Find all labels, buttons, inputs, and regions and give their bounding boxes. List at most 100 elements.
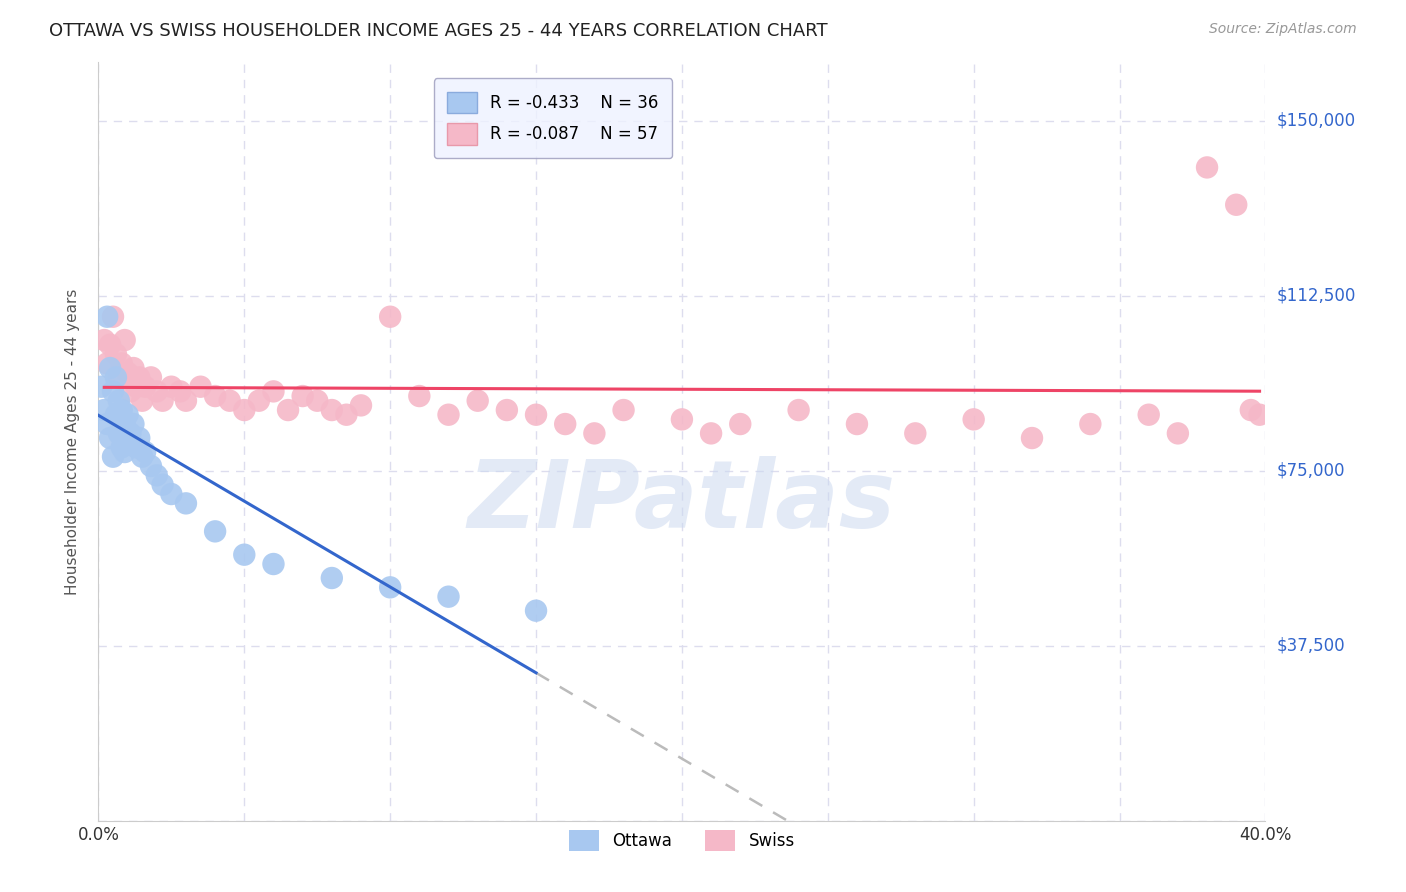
- Point: [114, 333, 136, 347]
- Point: [437, 590, 460, 604]
- Point: [152, 393, 174, 408]
- Point: [321, 571, 343, 585]
- Point: [262, 384, 284, 399]
- Point: [291, 389, 314, 403]
- Point: [134, 380, 156, 394]
- Point: [408, 389, 430, 403]
- Point: [204, 389, 226, 403]
- Point: [125, 441, 148, 455]
- Point: [846, 417, 869, 431]
- Point: [247, 393, 270, 408]
- Point: [111, 403, 134, 417]
- Point: [1240, 403, 1263, 417]
- Point: [904, 426, 927, 441]
- Point: [108, 393, 131, 408]
- Point: [218, 393, 240, 408]
- Point: [524, 408, 547, 422]
- Point: [160, 380, 183, 394]
- Point: [134, 445, 156, 459]
- Point: [96, 356, 118, 370]
- Point: [554, 417, 576, 431]
- Point: [108, 370, 131, 384]
- Point: [104, 370, 127, 384]
- Point: [307, 393, 329, 408]
- Point: [96, 417, 118, 431]
- Point: [101, 450, 124, 464]
- Point: [122, 417, 145, 431]
- Point: [111, 441, 134, 455]
- Point: [262, 557, 284, 571]
- Point: [1080, 417, 1102, 431]
- Point: [117, 408, 139, 422]
- Point: [350, 398, 373, 412]
- Point: [98, 361, 121, 376]
- Point: [114, 445, 136, 459]
- Point: [111, 356, 134, 370]
- Point: [146, 384, 169, 399]
- Point: [96, 310, 118, 324]
- Point: [700, 426, 723, 441]
- Point: [671, 412, 693, 426]
- Point: [496, 403, 519, 417]
- Legend: Ottawa, Swiss: Ottawa, Swiss: [562, 823, 801, 858]
- Point: [101, 384, 124, 399]
- Point: [437, 408, 460, 422]
- Point: [174, 496, 197, 510]
- Point: [98, 431, 121, 445]
- Point: [1167, 426, 1189, 441]
- Point: [233, 548, 256, 562]
- Point: [524, 604, 547, 618]
- Point: [104, 408, 127, 422]
- Point: [98, 337, 121, 351]
- Point: [90, 380, 112, 394]
- Y-axis label: Householder Income Ages 25 - 44 years: Householder Income Ages 25 - 44 years: [65, 288, 80, 595]
- Point: [120, 384, 142, 399]
- Point: [108, 426, 131, 441]
- Point: [152, 477, 174, 491]
- Point: [962, 412, 984, 426]
- Point: [174, 393, 197, 408]
- Point: [128, 370, 150, 384]
- Point: [321, 403, 343, 417]
- Point: [120, 426, 142, 441]
- Text: OTTAWA VS SWISS HOUSEHOLDER INCOME AGES 25 - 44 YEARS CORRELATION CHART: OTTAWA VS SWISS HOUSEHOLDER INCOME AGES …: [49, 22, 828, 40]
- Point: [128, 431, 150, 445]
- Point: [380, 310, 402, 324]
- Text: ZIPatlas: ZIPatlas: [468, 456, 896, 549]
- Text: $150,000: $150,000: [1277, 112, 1355, 129]
- Text: Source: ZipAtlas.com: Source: ZipAtlas.com: [1209, 22, 1357, 37]
- Point: [1021, 431, 1043, 445]
- Point: [730, 417, 752, 431]
- Point: [122, 361, 145, 376]
- Point: [169, 384, 191, 399]
- Point: [204, 524, 226, 539]
- Point: [233, 403, 256, 417]
- Point: [146, 468, 169, 483]
- Point: [117, 431, 139, 445]
- Point: [139, 458, 162, 473]
- Point: [131, 450, 153, 464]
- Point: [101, 310, 124, 324]
- Point: [160, 487, 183, 501]
- Point: [139, 370, 162, 384]
- Point: [380, 580, 402, 594]
- Point: [190, 380, 212, 394]
- Point: [104, 347, 127, 361]
- Point: [93, 403, 115, 417]
- Point: [1137, 408, 1160, 422]
- Point: [1195, 161, 1218, 175]
- Point: [277, 403, 299, 417]
- Point: [583, 426, 606, 441]
- Point: [117, 366, 139, 380]
- Point: [125, 380, 148, 394]
- Text: $75,000: $75,000: [1277, 462, 1346, 480]
- Point: [787, 403, 810, 417]
- Point: [1225, 198, 1247, 212]
- Point: [612, 403, 634, 417]
- Point: [335, 408, 357, 422]
- Point: [114, 417, 136, 431]
- Point: [93, 333, 115, 347]
- Text: $112,500: $112,500: [1277, 286, 1355, 305]
- Point: [131, 393, 153, 408]
- Point: [1249, 408, 1271, 422]
